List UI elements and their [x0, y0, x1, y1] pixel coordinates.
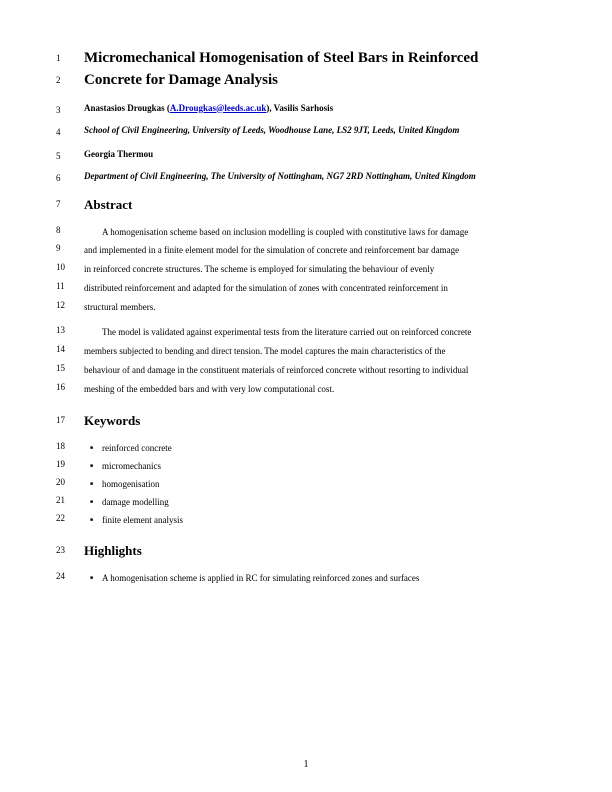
line-number: 4	[56, 125, 84, 137]
author-email-link[interactable]: A.Drougkas@leeds.ac.uk	[170, 103, 266, 113]
author-text: Georgia Thermou	[84, 149, 556, 159]
author-line: 5 Georgia Thermou	[56, 149, 556, 161]
line-number: 21	[56, 493, 84, 505]
keyword-text: micromechanics	[84, 457, 556, 475]
author-line: 3 Anastasios Drougkas (A.Drougkas@leeds.…	[56, 103, 556, 115]
line-number: 14	[56, 342, 84, 354]
abstract-heading: Abstract	[84, 197, 556, 213]
line-number: 18	[56, 439, 84, 451]
abstract-text: A homogenisation scheme based on inclusi…	[84, 223, 556, 242]
line-number: 1	[56, 48, 84, 63]
line-number: 24	[56, 569, 84, 581]
line-number: 3	[56, 103, 84, 115]
line-number: 2	[56, 70, 84, 85]
keyword-text: homogenisation	[84, 475, 556, 493]
abstract-body-line: 16 meshing of the embedded bars and with…	[56, 380, 556, 399]
keyword-item: 20 homogenisation	[56, 475, 556, 493]
line-number: 22	[56, 511, 84, 523]
abstract-text: behaviour of and damage in the constitue…	[84, 361, 556, 380]
abstract-body-line: 10 in reinforced concrete structures. Th…	[56, 260, 556, 279]
abstract-body-line: 8 A homogenisation scheme based on inclu…	[56, 223, 556, 242]
title-text: Micromechanical Homogenisation of Steel …	[84, 48, 556, 68]
title-line-1: 1 Micromechanical Homogenisation of Stee…	[56, 48, 556, 68]
abstract-body-line: 13 The model is validated against experi…	[56, 323, 556, 342]
highlight-item: 24 A homogenisation scheme is applied in…	[56, 569, 556, 587]
affiliation-line: 6 Department of Civil Engineering, The U…	[56, 171, 556, 183]
author-text: Anastasios Drougkas (A.Drougkas@leeds.ac…	[84, 103, 556, 113]
keyword-item: 18 reinforced concrete	[56, 439, 556, 457]
abstract-text: members subjected to bending and direct …	[84, 342, 556, 361]
author-prefix: Anastasios Drougkas (	[84, 103, 170, 113]
highlights-heading-line: 23 Highlights	[56, 543, 556, 559]
line-number: 17	[56, 413, 84, 425]
title-text: Concrete for Damage Analysis	[84, 70, 556, 90]
keyword-text: damage modelling	[84, 493, 556, 511]
abstract-body-line: 14 members subjected to bending and dire…	[56, 342, 556, 361]
line-number: 6	[56, 171, 84, 183]
abstract-text: and implemented in a finite element mode…	[84, 241, 556, 260]
line-number: 9	[56, 241, 84, 253]
abstract-body-line: 11 distributed reinforcement and adapted…	[56, 279, 556, 298]
keyword-item: 19 micromechanics	[56, 457, 556, 475]
highlights-heading: Highlights	[84, 543, 556, 559]
abstract-heading-line: 7 Abstract	[56, 197, 556, 213]
line-number: 20	[56, 475, 84, 487]
line-number: 19	[56, 457, 84, 469]
abstract-text: structural members.	[84, 298, 556, 317]
line-number: 13	[56, 323, 84, 335]
page-number: 1	[0, 759, 612, 770]
highlight-text: A homogenisation scheme is applied in RC…	[84, 569, 556, 587]
line-number: 5	[56, 149, 84, 161]
title-line-2: 2 Concrete for Damage Analysis	[56, 70, 556, 90]
affiliation-line: 4 School of Civil Engineering, Universit…	[56, 125, 556, 137]
abstract-text: distributed reinforcement and adapted fo…	[84, 279, 556, 298]
abstract-body-line: 12 structural members.	[56, 298, 556, 317]
abstract-text: The model is validated against experimen…	[84, 323, 556, 342]
keywords-heading-line: 17 Keywords	[56, 413, 556, 429]
abstract-text: in reinforced concrete structures. The s…	[84, 260, 556, 279]
line-number: 15	[56, 361, 84, 373]
abstract-text: meshing of the embedded bars and with ve…	[84, 380, 556, 399]
line-number: 23	[56, 543, 84, 555]
keyword-item: 22 finite element analysis	[56, 511, 556, 529]
line-number: 10	[56, 260, 84, 272]
line-number: 16	[56, 380, 84, 392]
keyword-text: finite element analysis	[84, 511, 556, 529]
author-suffix: ), Vasilis Sarhosis	[266, 103, 333, 113]
line-number: 8	[56, 223, 84, 235]
affiliation-text: School of Civil Engineering, University …	[84, 125, 556, 135]
line-number: 12	[56, 298, 84, 310]
abstract-body-line: 15 behaviour of and damage in the consti…	[56, 361, 556, 380]
affiliation-text: Department of Civil Engineering, The Uni…	[84, 171, 556, 181]
keyword-item: 21 damage modelling	[56, 493, 556, 511]
line-number: 11	[56, 279, 84, 291]
line-number: 7	[56, 197, 84, 209]
keyword-text: reinforced concrete	[84, 439, 556, 457]
keywords-heading: Keywords	[84, 413, 556, 429]
abstract-body-line: 9 and implemented in a finite element mo…	[56, 241, 556, 260]
